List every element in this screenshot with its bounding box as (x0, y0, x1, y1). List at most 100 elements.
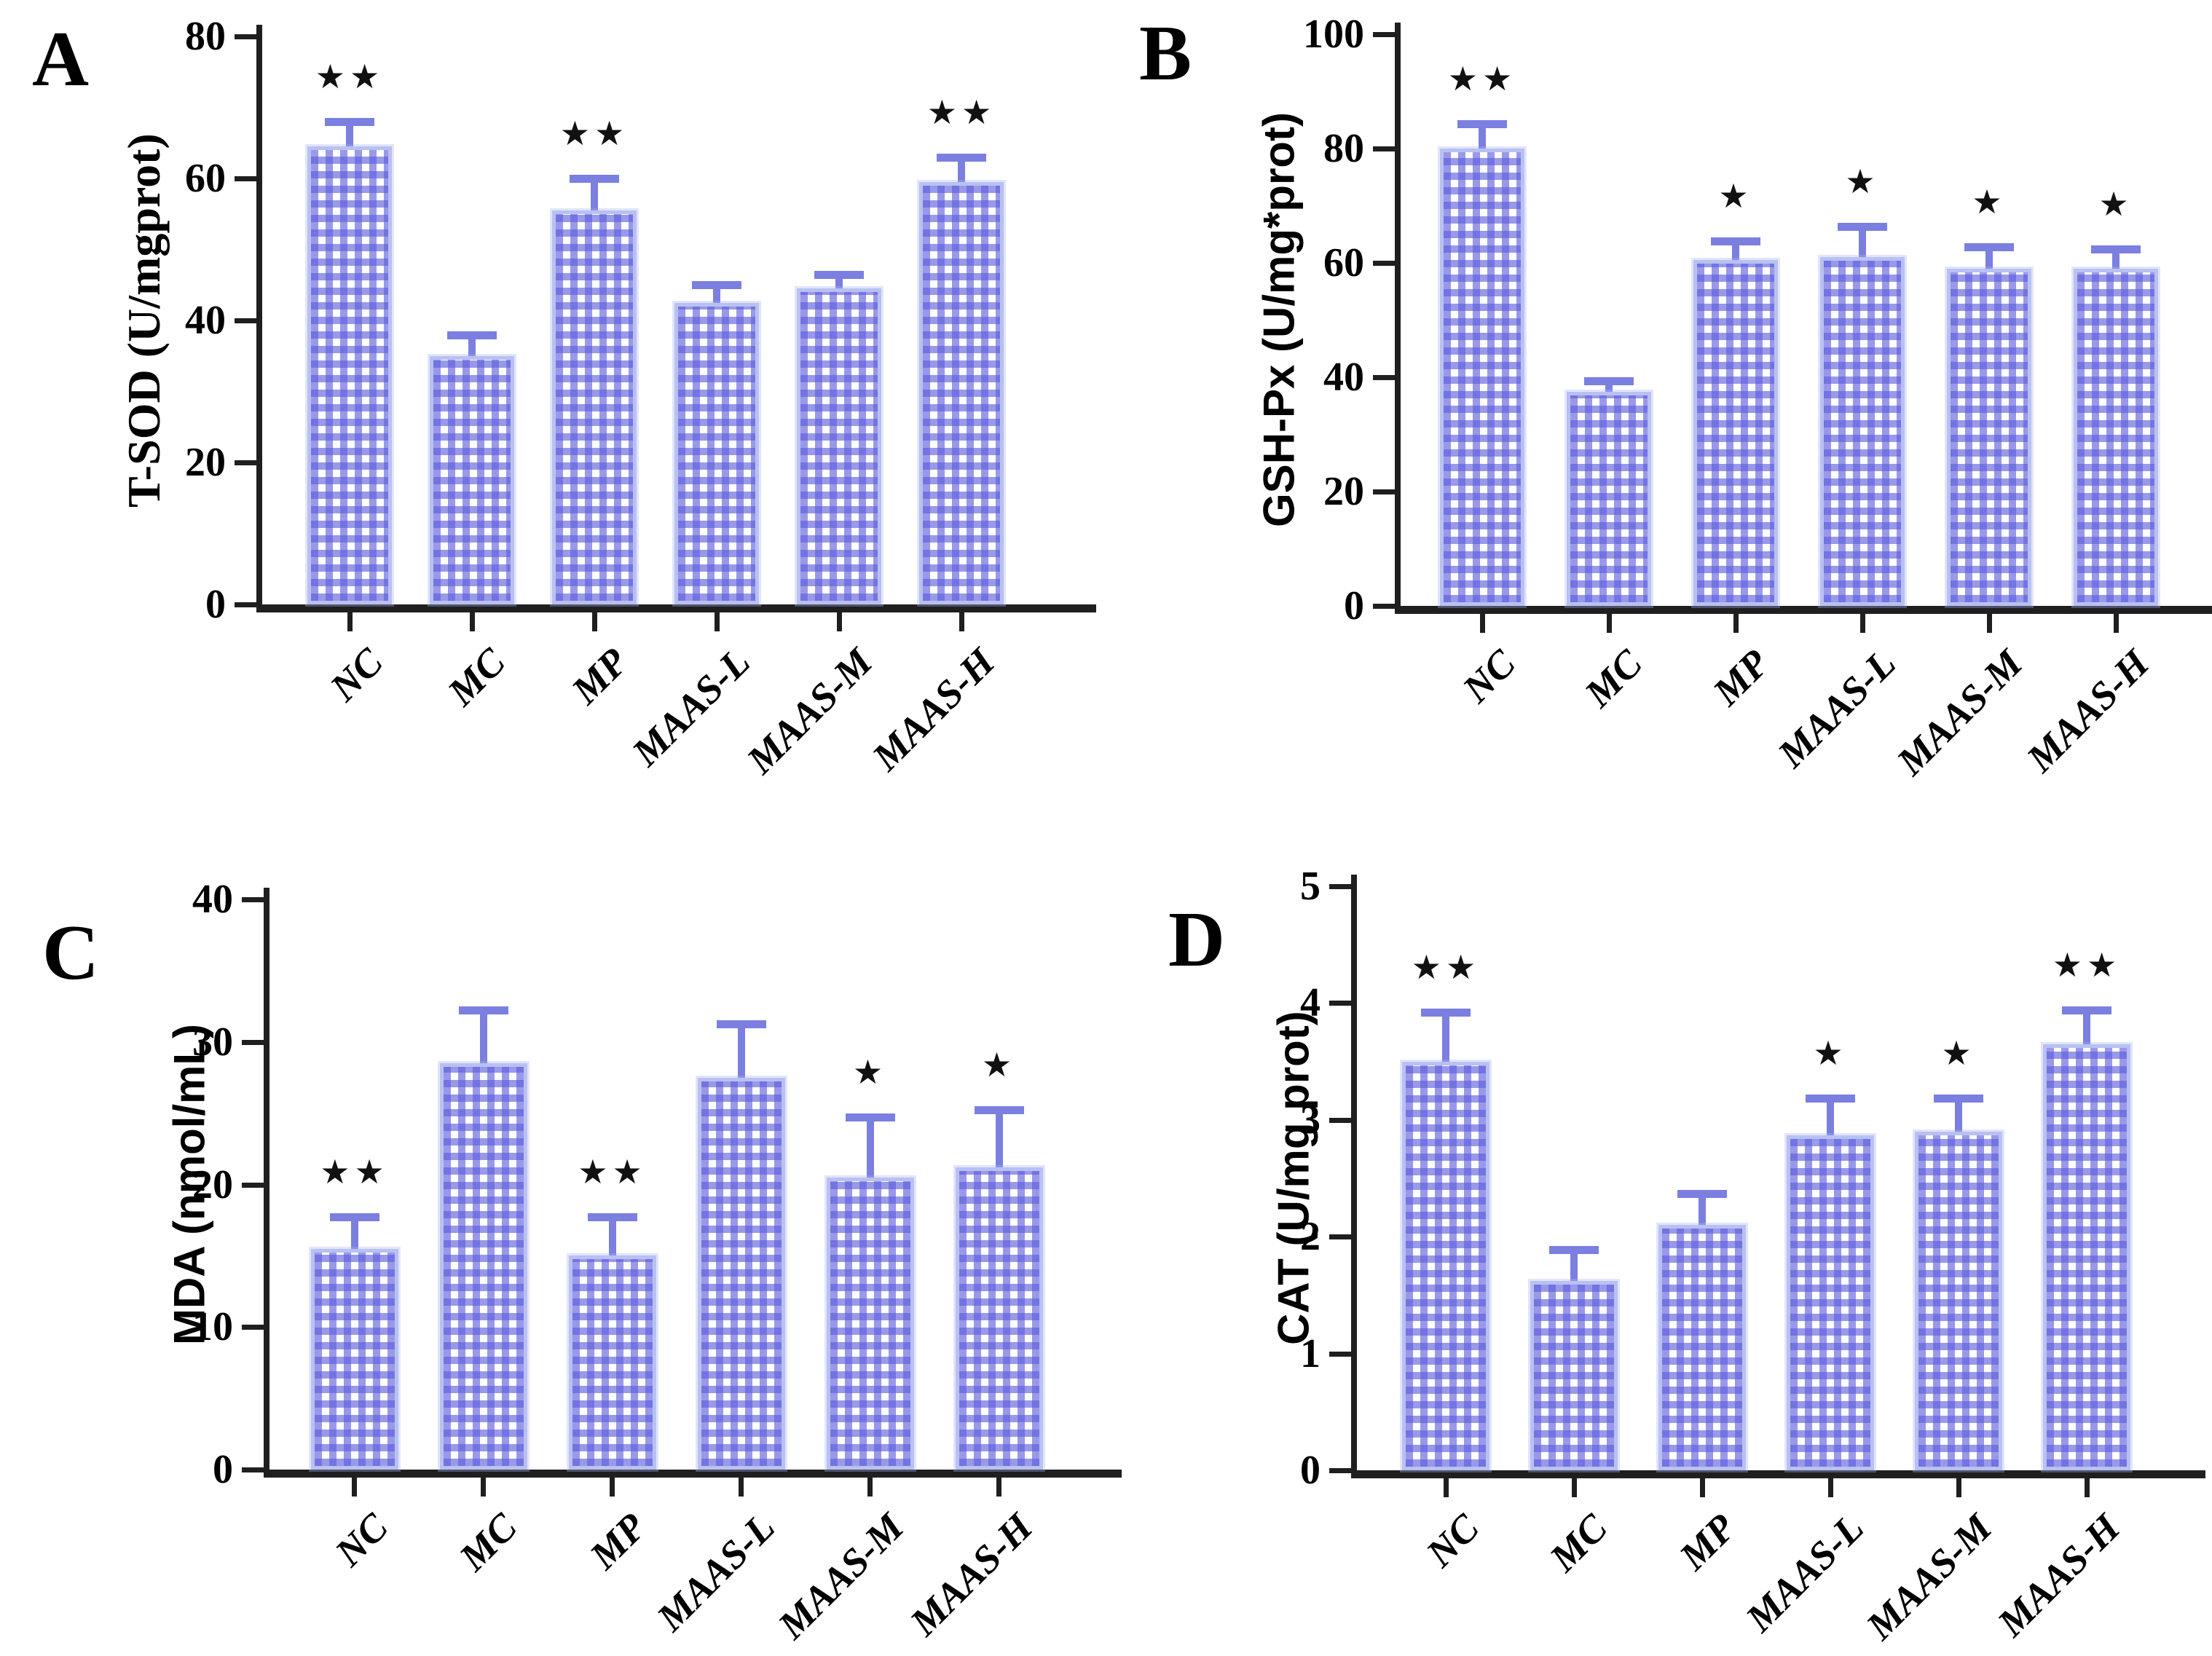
y-tick-label: 40 (1323, 355, 1364, 400)
x-tick (1956, 1478, 1961, 1497)
significance-label: ★ (2098, 184, 2133, 224)
bar (2043, 1044, 2130, 1470)
significance-label: ★★ (926, 92, 996, 132)
x-category-label-text: MAAS-H (864, 639, 1004, 779)
x-tick (2084, 1478, 2090, 1497)
error-bar-stem (346, 126, 353, 149)
bar (307, 146, 392, 604)
x-axis-line (1395, 606, 2212, 614)
error-bar-cap (1677, 1190, 1727, 1199)
significance-label: ★★ (578, 1151, 647, 1191)
bar (1915, 1131, 2002, 1470)
error-bar-stem (1605, 385, 1613, 393)
y-tick (242, 1039, 264, 1045)
x-category-label-text: MAAS-H (2018, 641, 2158, 781)
bar (797, 288, 881, 604)
y-tick (235, 176, 256, 181)
y-tick (242, 897, 264, 902)
bar (2074, 268, 2158, 606)
bar (826, 1177, 914, 1470)
y-tick-label: 40 (185, 298, 226, 343)
bar (568, 1255, 656, 1470)
error-bar-stem (1955, 1102, 1962, 1133)
error-bar-stem (2112, 253, 2119, 270)
x-tick (347, 612, 353, 631)
y-tick (242, 1325, 264, 1330)
significance-label: ★ (1718, 176, 1753, 216)
error-bar-stem (1859, 231, 1866, 259)
bar (1658, 1225, 1746, 1470)
y-tick (1373, 604, 1395, 609)
error-bar-cap (325, 118, 374, 127)
error-bar-stem (737, 1028, 745, 1079)
x-tick (1443, 1478, 1449, 1497)
y-tick-label: 0 (1300, 1448, 1320, 1493)
x-tick (1606, 614, 1612, 633)
bar (955, 1167, 1043, 1470)
error-bar-stem (350, 1221, 358, 1250)
plot-area: 0 1 2 3 4 5 ★★ NC MC MP ★ MAAS-L ★ MAAS-M ★★ MAAS-H (1106, 828, 2211, 1656)
x-tick (1733, 614, 1739, 633)
x-tick (1859, 614, 1865, 633)
error-bar-cap (458, 1006, 508, 1014)
error-bar-cap (329, 1213, 379, 1221)
error-bar-cap (1421, 1009, 1471, 1017)
error-bar-cap (1711, 237, 1760, 245)
x-tick (2113, 614, 2119, 633)
x-category-label-text: MC (1541, 1505, 1616, 1580)
y-tick (1329, 884, 1351, 889)
significance-label: ★★ (1447, 58, 1517, 98)
error-bar-stem (1479, 127, 1486, 150)
y-tick (235, 34, 256, 39)
x-category-label-text: MAAS-M (1888, 641, 2031, 784)
x-category-label-text: MC (450, 1505, 525, 1580)
x-tick (610, 1478, 615, 1497)
error-bar-cap (1584, 377, 1634, 385)
error-bar-stem (835, 278, 843, 291)
error-bar-cap (1457, 119, 1507, 128)
x-category-label-text: MP (563, 639, 637, 713)
bar (1947, 268, 2031, 606)
x-tick (352, 1478, 357, 1497)
y-tick-label: 60 (1323, 240, 1364, 285)
y-tick-label: 1 (1300, 1330, 1320, 1376)
y-tick-label: 4 (1300, 980, 1320, 1026)
significance-label: ★★ (2052, 945, 2122, 985)
x-axis-line (264, 1470, 1122, 1478)
error-bar-cap (570, 175, 619, 184)
x-tick (714, 612, 720, 631)
y-tick-label: 2 (1300, 1214, 1320, 1260)
y-tick-label: 30 (192, 1019, 233, 1065)
bar (552, 210, 637, 604)
significance-label: ★ (1813, 1033, 1848, 1073)
y-tick-label: 40 (192, 877, 233, 922)
bar (1402, 1061, 1489, 1470)
x-tick (1479, 614, 1485, 633)
y-tick (242, 1467, 264, 1472)
y-tick (1373, 146, 1395, 151)
chart-panel-b: B GSH-Px (U/mg*prot) 0 20 40 60 80 100 ★★ NC MC ★… (1106, 0, 2212, 828)
bar (1530, 1281, 1618, 1470)
y-tick (1329, 1117, 1351, 1123)
x-tick (591, 612, 597, 631)
significance-label: ★★ (320, 1151, 389, 1191)
error-bar-cap (845, 1113, 895, 1121)
y-tick (235, 460, 256, 465)
bar (1820, 257, 1905, 606)
y-tick-label: 5 (1300, 864, 1320, 909)
x-tick (867, 1478, 873, 1497)
chart-panel-d: D CAT (U/mg prot) 0 1 2 3 4 5 ★★ NC MC MP ★ MAAS-L ★… (1106, 828, 2211, 1656)
x-tick (481, 1478, 486, 1497)
error-bar-cap (1549, 1246, 1599, 1255)
significance-label: ★★ (559, 114, 629, 154)
error-bar-cap (447, 331, 497, 339)
error-bar-stem (1442, 1017, 1449, 1063)
significance-label: ★ (852, 1052, 888, 1092)
chart-panel-c: C MDA (nmol/mL) 0 10 20 30 40 ★★ NC MC ★★ MP MAAS-… (0, 828, 1122, 1656)
x-tick (1571, 1478, 1577, 1497)
x-axis-line (1351, 1470, 2205, 1478)
x-category-label-text: NC (1417, 1505, 1488, 1576)
x-category-label-text: MP (580, 1505, 654, 1578)
error-bar-stem (713, 289, 720, 304)
x-tick (1827, 1478, 1833, 1497)
